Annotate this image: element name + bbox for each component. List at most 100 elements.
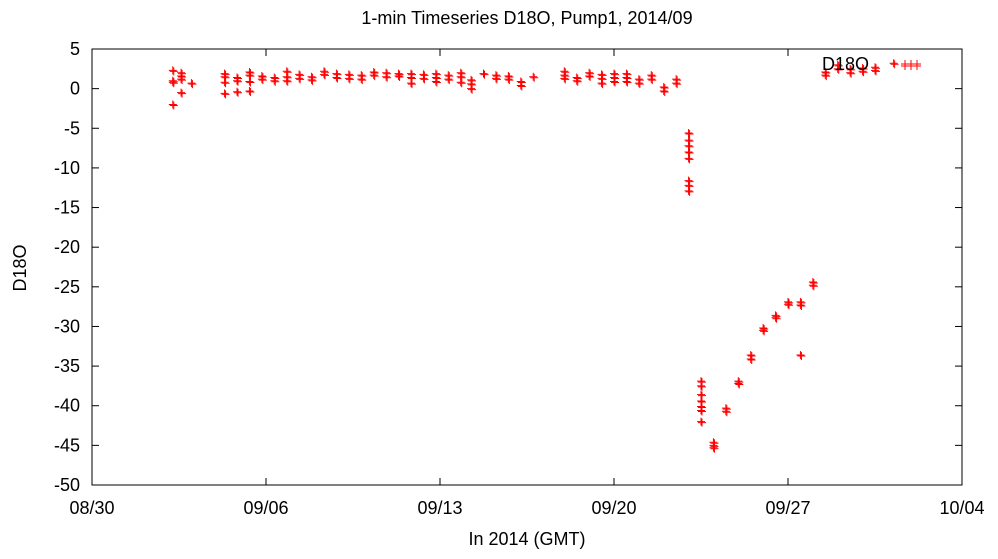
data-point-overlap xyxy=(698,407,706,416)
data-point-overlap xyxy=(747,355,756,364)
data-point-overlap xyxy=(457,79,466,88)
data-point xyxy=(684,154,693,163)
data-point-overlap xyxy=(611,78,619,87)
data-point xyxy=(634,79,643,88)
data-point xyxy=(796,301,805,310)
data-point xyxy=(369,71,378,80)
data-point-overlap xyxy=(246,78,255,87)
data-point-overlap xyxy=(178,76,187,85)
plot-frame xyxy=(91,48,963,486)
data-point-overlap xyxy=(169,101,178,110)
data-point xyxy=(233,76,241,85)
y-tick-label: -30 xyxy=(54,316,80,336)
data-point-overlap xyxy=(635,80,644,89)
data-point xyxy=(168,66,177,75)
data-point-overlap xyxy=(573,77,582,86)
data-point xyxy=(168,78,177,87)
data-point-overlap xyxy=(420,75,429,84)
x-axis: 08/30 09/06 09/13 09/20 09/27 10/04 xyxy=(69,49,985,518)
data-point xyxy=(307,75,316,84)
data-point-overlap xyxy=(834,65,843,74)
data-point xyxy=(516,81,525,90)
data-point-overlap xyxy=(246,88,255,97)
data-point-overlap xyxy=(178,89,187,98)
y-tick-label: -45 xyxy=(54,435,80,455)
chart-title: 1-min Timeseries D18O, Pump1, 2014/09 xyxy=(361,8,692,28)
data-point xyxy=(245,87,254,96)
data-point-overlap xyxy=(722,408,731,417)
data-point-overlap xyxy=(698,382,706,391)
data-point xyxy=(187,79,196,88)
data-point xyxy=(734,379,743,388)
data-point xyxy=(220,78,229,87)
x-tick-label: 08/30 xyxy=(69,498,114,518)
data-point-overlap xyxy=(345,75,354,84)
y-tick-label: -15 xyxy=(54,198,80,218)
data-point xyxy=(444,75,453,84)
data-point-overlap xyxy=(505,76,514,85)
x-tick-label: 09/06 xyxy=(243,498,288,518)
data-point xyxy=(808,281,817,290)
data-point-overlap xyxy=(685,187,694,196)
data-point xyxy=(270,76,279,85)
data-point xyxy=(572,76,581,85)
x-tick-label: 10/04 xyxy=(939,498,984,518)
data-point xyxy=(233,87,241,96)
y-tick-label: -50 xyxy=(54,475,80,495)
data-point-overlap xyxy=(623,78,632,87)
data-point-overlap xyxy=(234,77,242,86)
data-point-overlap xyxy=(760,327,769,336)
data-point xyxy=(721,407,730,416)
data-point-overlap xyxy=(271,77,280,86)
x-tick-label: 09/20 xyxy=(591,498,636,518)
data-point-overlap xyxy=(408,80,416,89)
y-tick-label: -5 xyxy=(64,118,80,138)
data-point xyxy=(257,75,266,84)
data-point xyxy=(846,68,855,77)
data-point xyxy=(177,88,186,97)
data-point xyxy=(746,354,755,363)
data-point xyxy=(282,76,291,85)
data-point xyxy=(622,77,631,86)
data-point xyxy=(467,84,476,93)
data-point-overlap xyxy=(432,78,441,87)
y-tick-label: -20 xyxy=(54,237,80,257)
data-point xyxy=(245,77,254,86)
data-point xyxy=(709,443,718,452)
data-point xyxy=(610,77,618,86)
data-point-overlap xyxy=(890,60,899,69)
legend-label: D18O xyxy=(822,54,869,74)
data-point xyxy=(759,326,768,335)
data-point-overlap xyxy=(234,88,242,97)
data-point-overlap xyxy=(395,72,404,81)
data-point-overlap xyxy=(169,67,178,76)
data-point-overlap xyxy=(809,282,818,291)
data-point-overlap xyxy=(530,73,539,82)
y-tick-label: -40 xyxy=(54,396,80,416)
x-tick-label: 09/27 xyxy=(765,498,810,518)
data-point xyxy=(659,87,668,96)
data-point xyxy=(771,313,780,322)
data-point-overlap xyxy=(785,301,793,310)
data-point xyxy=(491,74,500,83)
data-point xyxy=(332,73,341,82)
y-tick-label: -10 xyxy=(54,158,80,178)
data-point xyxy=(456,78,465,87)
data-point-overlap xyxy=(188,80,197,89)
data-point xyxy=(889,59,898,68)
data-point xyxy=(357,75,366,84)
data-point-overlap xyxy=(517,82,526,91)
y-axis: 5 0 -5 -10 -15 -20 -25 -30 -35 -40 -45 -50 xyxy=(54,39,962,495)
data-point xyxy=(168,100,177,109)
data-point-overlap xyxy=(333,74,342,83)
data-point xyxy=(871,66,879,75)
data-point xyxy=(529,72,538,81)
legend-marker-plus xyxy=(913,62,921,70)
data-point xyxy=(220,89,229,98)
data-point-overlap xyxy=(772,314,781,323)
data-point-overlap xyxy=(169,79,178,88)
data-point-overlap xyxy=(283,77,292,86)
data-point-overlap xyxy=(445,76,454,85)
data-point-overlap xyxy=(258,76,267,85)
data-point-overlap xyxy=(872,67,880,76)
